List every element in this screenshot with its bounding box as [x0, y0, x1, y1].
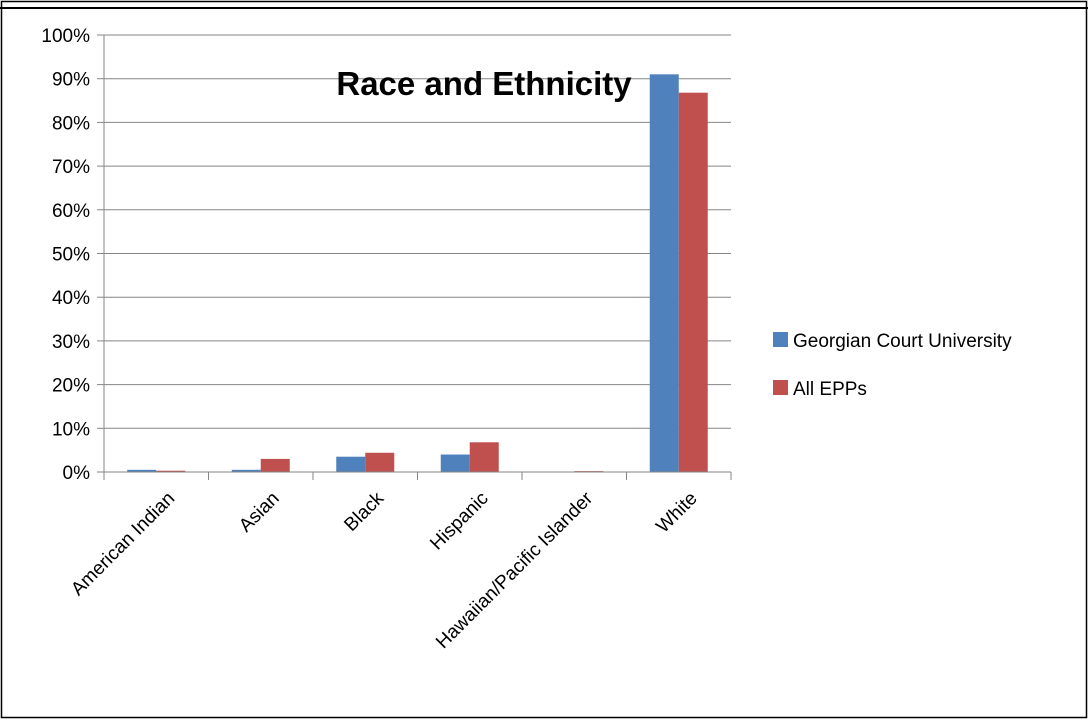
bar	[231, 469, 261, 472]
bar	[127, 469, 157, 472]
bar	[440, 454, 470, 472]
bar	[365, 452, 395, 472]
bar	[156, 470, 186, 472]
chart-title: Race and Ethnicity	[336, 65, 632, 102]
y-tick-label: 0%	[63, 463, 91, 484]
tick-labels: 0% 10% 20% 30% 40% 50% 60% 70% 80% 90% 100%	[41, 26, 90, 484]
legend-swatch	[773, 380, 788, 395]
y-tick-label: 40%	[52, 288, 90, 309]
legend-label: Georgian Court University	[793, 331, 1012, 352]
y-tick-label: 90%	[52, 70, 90, 91]
y-tick-label: 30%	[52, 332, 90, 353]
legend-swatch	[773, 332, 788, 347]
bar	[469, 442, 499, 472]
y-tick-label: 70%	[52, 157, 90, 178]
y-tick-label: 10%	[52, 419, 90, 440]
y-tick-label: 20%	[52, 376, 90, 397]
gridlines	[104, 34, 731, 429]
bar	[649, 74, 679, 472]
legend-label: All EPPs	[793, 379, 867, 400]
bar	[336, 456, 366, 472]
bar	[678, 92, 708, 473]
bar	[260, 458, 290, 472]
y-tick-label: 50%	[52, 245, 90, 266]
bars	[127, 74, 708, 473]
legend: Georgian Court University All EPPs	[773, 331, 1012, 400]
axes	[97, 34, 732, 480]
y-tick-label: 80%	[52, 113, 90, 134]
y-tick-label: 60%	[52, 201, 90, 222]
y-tick-label: 100%	[41, 26, 90, 47]
